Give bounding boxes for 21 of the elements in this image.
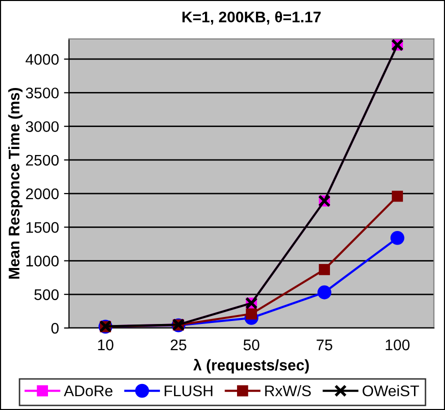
y-tick-label: 1000 xyxy=(26,256,59,266)
legend-label: ADoRe xyxy=(64,386,112,396)
y-axis-title: Mean Responce Time (ms) xyxy=(8,88,22,279)
x-tick-label: 75 xyxy=(316,340,332,350)
y-tick-label: 2500 xyxy=(26,154,59,166)
x-tick-label: 10 xyxy=(98,340,114,350)
legend-label: OWeiST xyxy=(362,385,420,396)
y-tick-label: 3500 xyxy=(26,88,59,98)
x-tick-label: 100 xyxy=(386,340,410,350)
y-tick-label: 3000 xyxy=(26,121,59,132)
y-tick-label: 500 xyxy=(34,289,59,300)
y-tick-label: 0 xyxy=(51,322,59,334)
x-axis-title: λ (requests/sec) xyxy=(193,358,309,374)
y-tick-label: 4000 xyxy=(26,54,59,65)
legend-label: RxW/S xyxy=(265,385,311,396)
x-tick-label: 50 xyxy=(244,340,260,350)
y-tick-label: 2000 xyxy=(26,188,59,200)
y-tick-label: 1500 xyxy=(26,222,59,233)
legend-label: FLUSH xyxy=(164,385,212,396)
x-tick-label: 25 xyxy=(170,340,186,350)
chart-title: K=1, 200KB, θ=1.17 xyxy=(182,11,321,25)
